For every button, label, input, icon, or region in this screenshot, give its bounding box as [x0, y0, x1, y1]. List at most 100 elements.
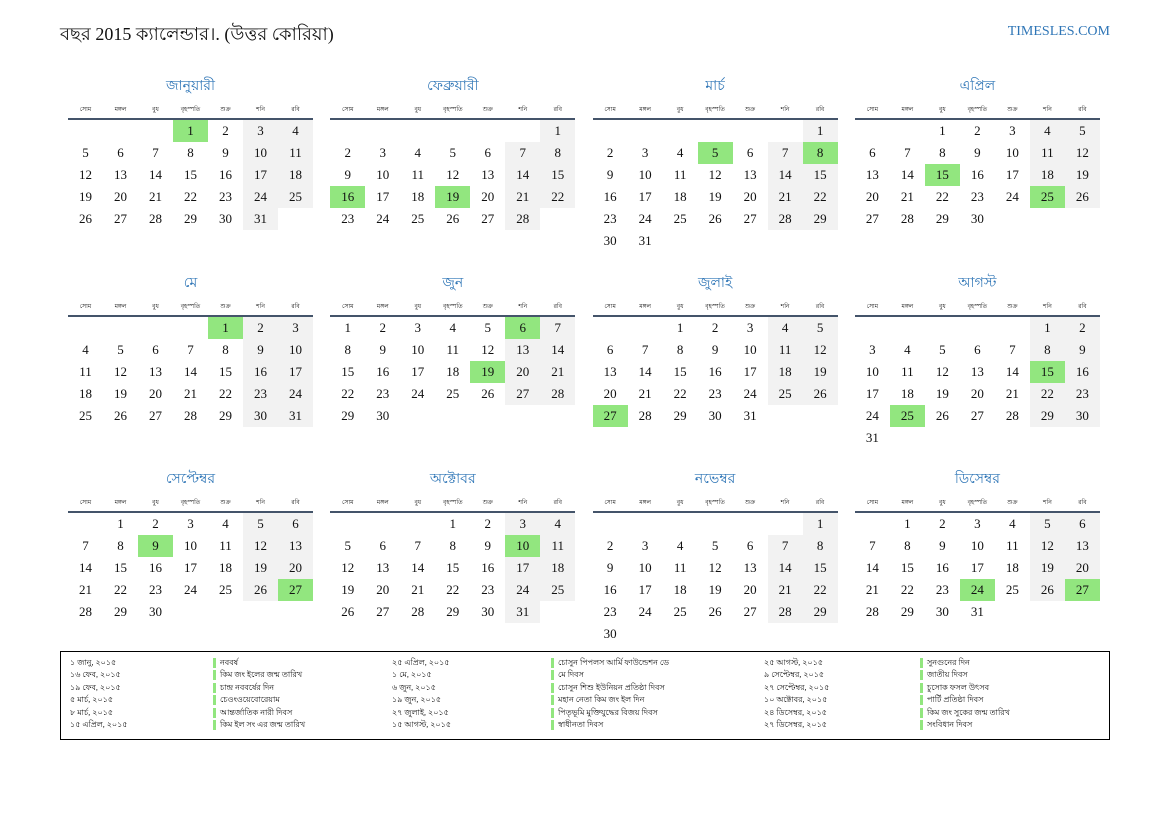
day: 22: [935, 189, 949, 204]
holiday-marker: [551, 682, 554, 693]
day: 3: [414, 319, 422, 335]
weekday-label: বুধ: [939, 303, 946, 310]
day: 30: [603, 233, 617, 248]
day: 20: [278, 557, 313, 579]
day: 8: [344, 341, 352, 357]
weekday-label: বৃহস্পতি: [705, 500, 725, 506]
day: 3: [243, 120, 278, 142]
day: 19: [708, 189, 722, 204]
day: 2: [379, 319, 387, 335]
day: 13: [149, 363, 162, 379]
month-name: মার্চ: [705, 79, 725, 94]
day: 9: [606, 560, 614, 575]
day: 25: [1029, 186, 1065, 208]
weekday-label: শুক্র: [1007, 303, 1018, 310]
holiday-marker: [213, 658, 216, 668]
day: 21: [540, 360, 576, 383]
day: 10: [505, 535, 541, 557]
day: 7: [1009, 341, 1016, 357]
day: 5: [711, 538, 719, 553]
weekday-label: মঙ্গল: [376, 107, 389, 113]
day: 11: [540, 535, 576, 557]
day: 8: [187, 145, 194, 160]
day: 24: [411, 385, 425, 401]
day: 25: [79, 407, 92, 423]
day: 26: [935, 407, 949, 423]
weekday-label: বুধ: [939, 107, 946, 113]
weekday-label: বৃহস্পতি: [705, 107, 725, 113]
site-link[interactable]: TIMESLES.COM: [1007, 24, 1110, 39]
day: 17: [243, 164, 278, 186]
holiday-date: ২৭ জুলাই, ২০১৫: [392, 707, 449, 717]
day: 20: [481, 189, 495, 204]
day: 21: [1005, 385, 1019, 401]
weekday-label: মঙ্গল: [901, 107, 914, 113]
day: 30: [970, 211, 984, 226]
weekday-label: সোম: [866, 303, 879, 310]
holiday-marker: [213, 707, 216, 718]
day: 20: [505, 360, 541, 383]
day: 31: [243, 208, 278, 230]
day: 31: [278, 404, 313, 427]
day: 13: [114, 167, 127, 182]
day: 10: [970, 538, 984, 553]
day: 20: [743, 582, 757, 597]
month-name: এপ্রিল: [959, 79, 996, 94]
day: 6: [869, 145, 876, 160]
day: 11: [1029, 142, 1065, 164]
day: 25: [278, 186, 313, 208]
day: 17: [376, 189, 390, 204]
holiday-date: ১ মে, ২০১৫: [392, 670, 432, 680]
weekday-label: রবি: [553, 107, 562, 113]
day: 13: [505, 338, 541, 361]
day: 5: [802, 316, 838, 339]
day: 13: [481, 167, 495, 182]
day: 19: [435, 186, 471, 208]
weekday-label: শনি: [518, 303, 528, 310]
weekday-label: সোম: [79, 500, 92, 506]
month-name: ফেব্রুয়ারী: [427, 79, 479, 94]
day: 22: [673, 385, 687, 401]
day: 8: [939, 145, 946, 160]
day: 3: [505, 513, 541, 535]
day: 9: [939, 538, 946, 553]
holiday-date: ১০ অক্টোবর, ২০১৫: [764, 695, 828, 705]
day: 18: [411, 189, 425, 204]
day: 17: [743, 363, 757, 379]
day: 20: [743, 189, 757, 204]
day: 19: [470, 360, 506, 383]
day: 15: [924, 164, 960, 186]
month-name: সেপ্টেম্বর: [165, 472, 216, 487]
day: 8: [117, 538, 124, 553]
holiday-date: ৫ মার্চ, ২০১৫: [70, 695, 114, 705]
day: 25: [889, 404, 925, 427]
day: 14: [79, 560, 92, 575]
day: 15: [900, 560, 914, 575]
day: 30: [376, 407, 390, 423]
month-name: জানুয়ারী: [166, 79, 215, 94]
day: 7: [641, 341, 649, 357]
weekday-label: শুক্র: [745, 500, 756, 506]
day: 11: [79, 363, 92, 379]
weekday-label: বৃহস্পতি: [967, 500, 988, 506]
day: 7: [904, 145, 911, 160]
weekday-label: রবি: [1078, 303, 1087, 310]
weekday-label: মঙ্গল: [639, 500, 651, 506]
weekday-label: সোম: [866, 500, 879, 506]
day: 18: [540, 557, 576, 579]
holiday-marker: [213, 720, 216, 730]
day: 19: [1064, 164, 1100, 186]
weekday-label: বৃহস্পতি: [180, 500, 201, 506]
holiday-date: ২৭ ডিসেম্বর, ২০১৫: [764, 720, 827, 729]
day: 7: [505, 142, 541, 164]
day: 27: [970, 407, 984, 423]
day: 14: [540, 338, 576, 361]
holiday-marker: [551, 658, 554, 668]
day: 4: [540, 513, 576, 535]
day: 5: [1064, 120, 1100, 142]
holiday-marker: [213, 682, 216, 693]
day: 23: [481, 582, 495, 597]
holiday-name: মে দিবস: [558, 670, 584, 680]
day: 27: [278, 579, 313, 601]
day: 3: [869, 341, 876, 357]
